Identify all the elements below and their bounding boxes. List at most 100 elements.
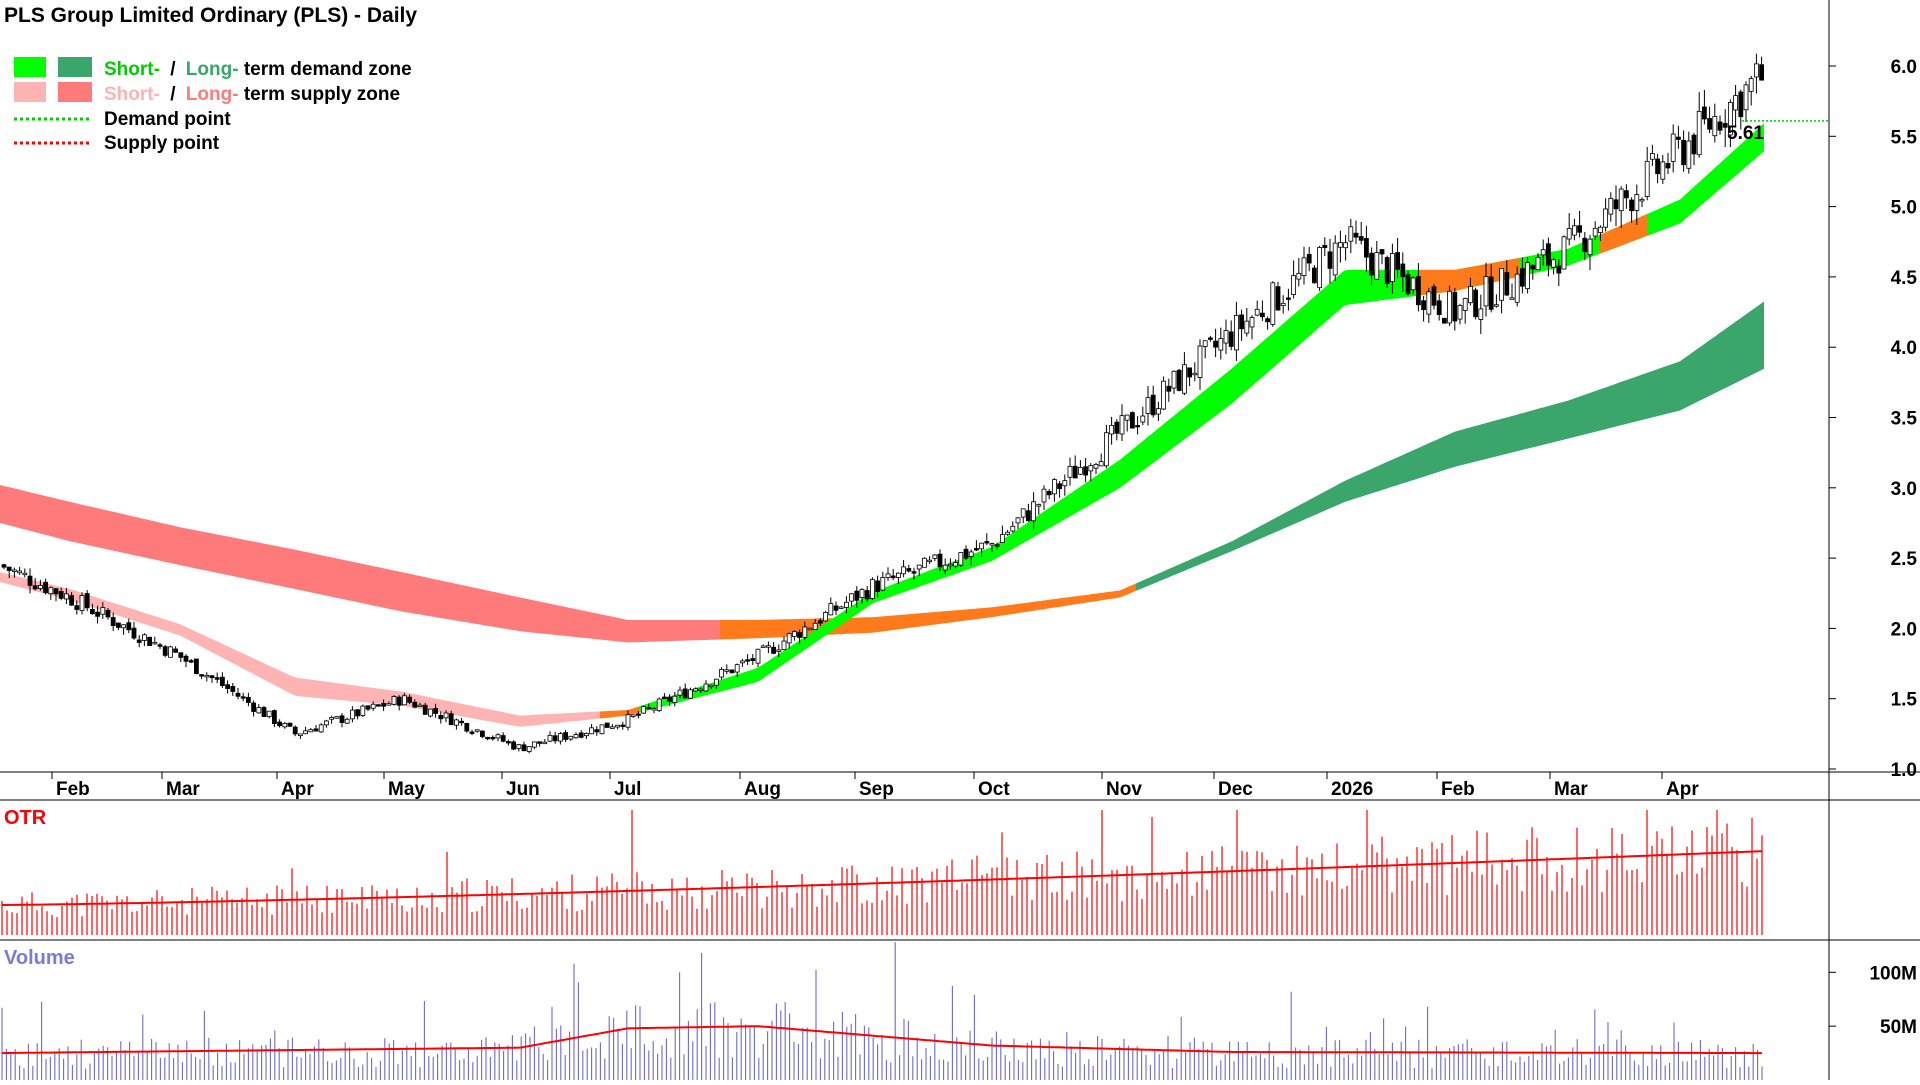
candle-body [1275,286,1281,311]
candle-body [568,735,574,740]
candle-body [890,575,896,579]
candle-body [173,648,179,653]
candle-body [1093,464,1099,469]
candle-body [178,652,184,658]
candle-body [792,631,797,637]
candle-body [1728,102,1733,136]
legend-supply-slash: / [170,84,176,105]
candle-body [1514,273,1520,303]
candle-body [594,729,600,733]
candle-body [1020,508,1026,518]
candle-body [1681,139,1686,166]
candle-body [1395,252,1400,270]
short-term-transition-zone-feb [1420,257,1520,296]
candle-body [896,572,901,578]
candle-body [1145,397,1151,414]
candle-body [32,585,38,590]
candle-body [1358,236,1364,241]
candle-body [53,588,59,595]
candle-body [599,724,605,735]
volume-layer: 100M 50M [1,942,1917,1080]
candle-body [95,611,100,617]
candle-body [84,593,90,609]
candle-body [219,676,225,686]
candle-body [121,624,126,629]
candle-body [1618,188,1624,212]
candle-body [916,564,922,570]
candle-body [1655,158,1660,175]
candle-body [183,655,189,662]
candle-body [1462,298,1468,311]
candle-body [1374,252,1380,280]
price-tick-label: 5.0 [1891,198,1917,219]
candle-body [667,696,672,702]
candle-body [1041,488,1047,503]
candle-body [662,696,667,699]
candle-body [1670,133,1676,162]
candle-body [1733,95,1738,111]
candle-body [1150,394,1156,416]
candle-body [542,741,548,745]
month-tick-label: Nov [1106,779,1142,800]
candle-body [90,608,95,615]
candle-body [1265,318,1270,323]
candle-body [1332,242,1338,276]
candle-body [755,648,761,664]
candle-body [1213,340,1218,348]
legend-short-supply-swatch [14,82,46,102]
legend-supply-long-text: Long- [186,84,239,105]
candle-body [547,734,553,742]
candle-body [1197,345,1203,378]
candle-body [646,707,652,710]
candle-body [490,736,496,740]
candle-body [714,678,719,686]
candle-body [1561,236,1567,270]
month-tick-label: Apr [281,779,314,800]
candle-body [1738,91,1744,118]
candle-body [948,563,953,567]
candle-body [251,702,257,712]
candle-body [1707,118,1712,130]
candle-body [1587,238,1593,256]
month-tick-label: Feb [56,779,90,800]
short-term-transition-zone-mar [1600,213,1648,254]
candle-body [1530,264,1536,270]
month-tick-label: Mar [1554,779,1588,800]
candle-body [703,683,709,692]
candle-body [256,707,262,714]
candle-body [22,572,28,576]
candle-body [1452,291,1458,322]
candle-body [1254,308,1260,316]
candle-body [349,709,355,720]
candle-body [1098,461,1104,467]
legend-demand-long-text: Long- [186,59,239,80]
candle-body [901,566,906,575]
candle-body [297,733,303,737]
candle-body [558,733,563,742]
candle-body [1015,517,1021,524]
candle-body [927,559,932,563]
candle-body [615,724,620,728]
candle-body [1104,432,1109,467]
candle-body [261,707,267,717]
candle-body [1000,534,1005,543]
candle-body [495,734,501,739]
month-tick-label: Sep [859,779,894,800]
month-tick-label: Aug [744,779,781,800]
candle-layer [1,53,1764,754]
candle-body [1280,302,1286,306]
price-axis-layer: 1.0 1.5 2.0 2.5 3.0 3.5 4.0 4.5 5.0 5.5 6.0 [1829,57,1917,781]
candle-body [126,622,132,631]
candle-body [651,708,657,711]
price-tick-label: 2.0 [1891,619,1917,640]
candle-body [469,731,475,734]
candle-body [141,634,147,641]
candle-body [745,659,750,662]
candle-body [1005,531,1010,535]
price-tick-label: 5.5 [1891,127,1918,148]
candle-body [682,688,688,699]
candle-body [740,660,745,664]
candle-body [563,732,568,740]
candle-body [69,595,74,606]
